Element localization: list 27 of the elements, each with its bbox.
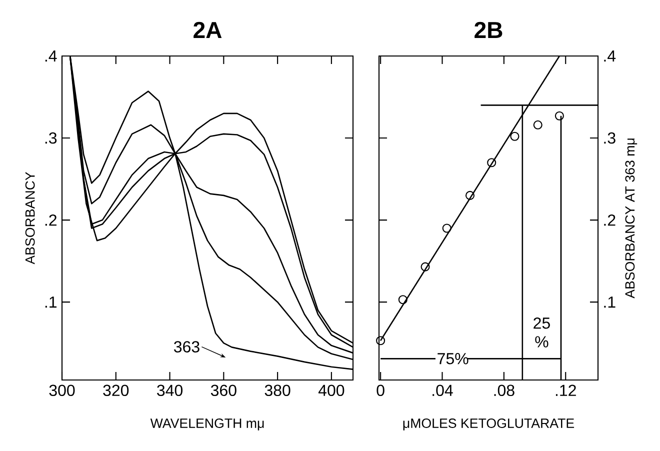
x-tick-label: 380: [264, 384, 290, 396]
x-tick-label: 0: [376, 384, 384, 396]
x-tick-label: 320: [103, 384, 129, 396]
y-tick-label: .2: [604, 214, 616, 226]
x-tick-label: 360: [210, 384, 236, 396]
chart-title: 2B: [474, 22, 502, 38]
y-tick-label: .1: [604, 296, 616, 308]
y-tick-label: .3: [45, 132, 57, 144]
x-axis-title: WAVELENGTH mμ: [150, 418, 264, 430]
x-tick-label: 400: [318, 384, 344, 396]
y-axis-title: ABSORBANCY: [25, 172, 35, 264]
annotation: 363: [174, 341, 200, 352]
chart-title: 2A: [194, 22, 222, 38]
x-tick-label: 300: [49, 384, 75, 396]
annotation: 75%: [438, 353, 468, 364]
x-axis-title: μMOLES KETOGLUTARATE: [403, 418, 574, 430]
annotation: 25 %: [534, 317, 550, 348]
x-tick-label: .04: [432, 384, 453, 396]
y-tick-label: .1: [45, 296, 57, 308]
y-tick-label: .4: [604, 50, 616, 62]
y-tick-label: .2: [45, 214, 56, 226]
x-tick-label: .12: [556, 384, 576, 396]
y-tick-label: .4: [45, 50, 57, 62]
x-tick-label: 340: [157, 384, 183, 396]
y-axis-title: ABSORBANCY AT 363 mμ: [625, 138, 638, 298]
x-tick-label: .08: [494, 384, 514, 396]
y-tick-label: .3: [604, 132, 616, 144]
